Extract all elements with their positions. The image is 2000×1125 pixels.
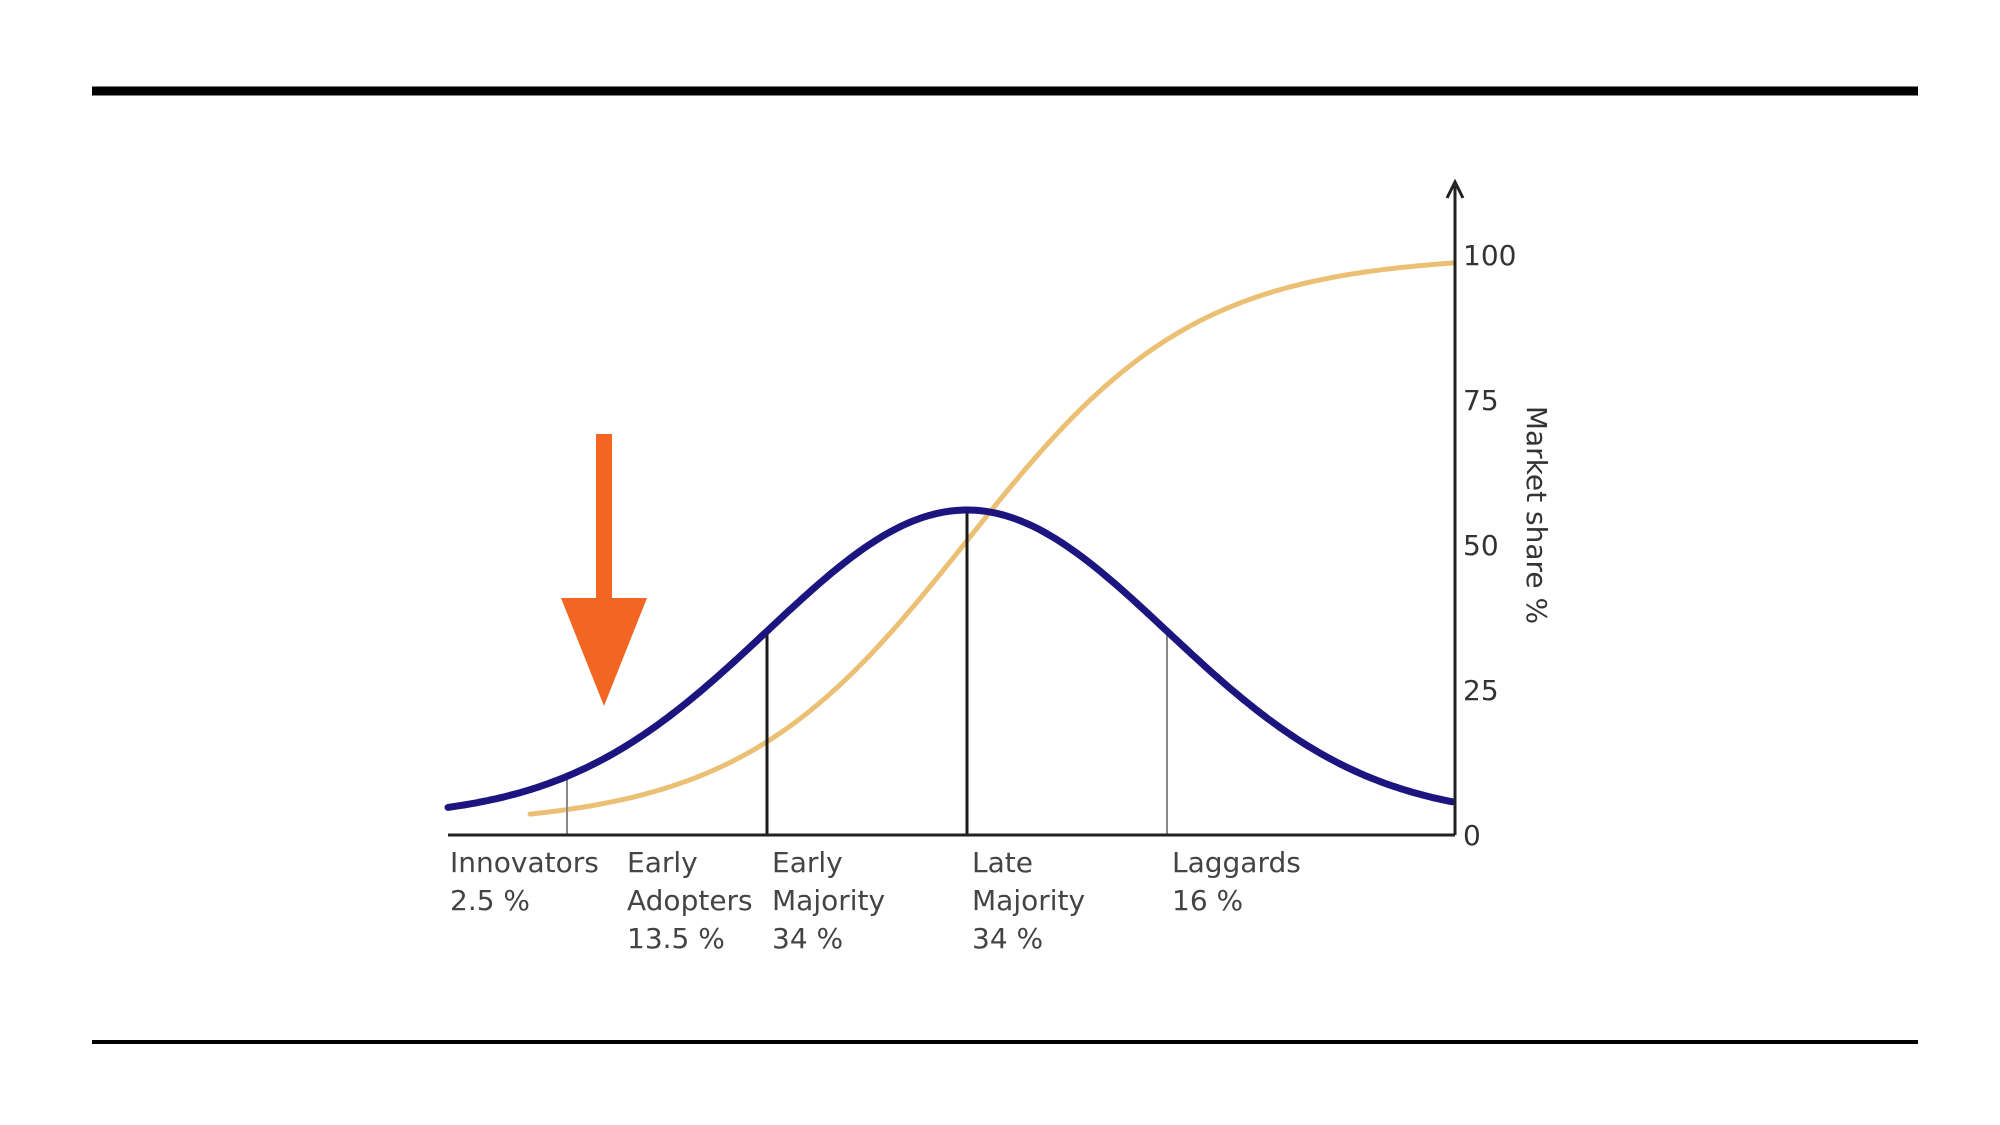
y-tick-label: 50 xyxy=(1463,529,1499,562)
segment-label-line: 2.5 % xyxy=(450,884,530,917)
segment-label-line: Early xyxy=(772,846,843,879)
y-tick-label: 0 xyxy=(1463,819,1481,852)
segment-label-early-adopters: Early Adopters 13.5 % xyxy=(627,846,753,955)
y-axis-arrowhead xyxy=(1445,178,1465,199)
segment-label-line: Innovators xyxy=(450,846,599,879)
segment-label-line: 13.5 % xyxy=(627,922,725,955)
segment-label-line: Late xyxy=(972,846,1033,879)
segment-label-line: 34 % xyxy=(772,922,843,955)
segment-label-laggards: Laggards 16 % xyxy=(1172,846,1301,917)
segment-label-early-majority: Early Majority 34 % xyxy=(772,846,885,955)
adoption-bell-curve xyxy=(444,506,1456,811)
segment-label-line: Laggards xyxy=(1172,846,1301,879)
y-tick-label: 25 xyxy=(1463,674,1499,707)
y-axis-title: Market share % xyxy=(1520,406,1553,624)
segment-label-line: Majority xyxy=(972,884,1085,917)
segment-label-line: Early xyxy=(627,846,698,879)
y-tick-label: 100 xyxy=(1463,239,1516,272)
segment-label-late-majority: Late Majority 34 % xyxy=(972,846,1085,955)
plot-area: 0 25 50 75 100 Market share % Innovators 2.5 % E… xyxy=(444,178,1553,955)
segment-label-innovators: Innovators 2.5 % xyxy=(450,846,599,917)
annotation-arrow xyxy=(561,434,647,706)
segment-label-line: 16 % xyxy=(1172,884,1243,917)
segment-label-line: 34 % xyxy=(972,922,1043,955)
segment-label-line: Majority xyxy=(772,884,885,917)
cumulative-adoption-curve xyxy=(527,260,1457,817)
y-tick-label: 75 xyxy=(1463,384,1499,417)
segment-label-line: Adopters xyxy=(627,884,753,917)
